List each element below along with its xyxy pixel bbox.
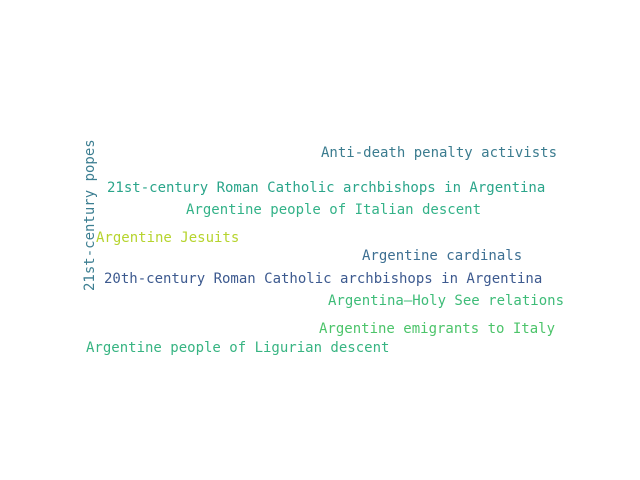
word-21st-century-archbishops: 21st-century Roman Catholic archbishops … [107,180,546,196]
word-21st-century-popes: 21st-century popes [82,139,98,291]
word-argentine-cardinals: Argentine cardinals [362,248,523,264]
word-emigrants-to-italy: Argentine emigrants to Italy [319,321,556,337]
word-italian-descent: Argentine people of Italian descent [186,202,482,218]
word-holy-see-relations: Argentina–Holy See relations [328,293,565,309]
word-argentine-jesuits: Argentine Jesuits [96,230,240,246]
word-anti-death-penalty-activists: Anti-death penalty activists [321,145,558,161]
word-20th-century-archbishops: 20th-century Roman Catholic archbishops … [104,271,543,287]
word-ligurian-descent: Argentine people of Ligurian descent [86,340,390,356]
